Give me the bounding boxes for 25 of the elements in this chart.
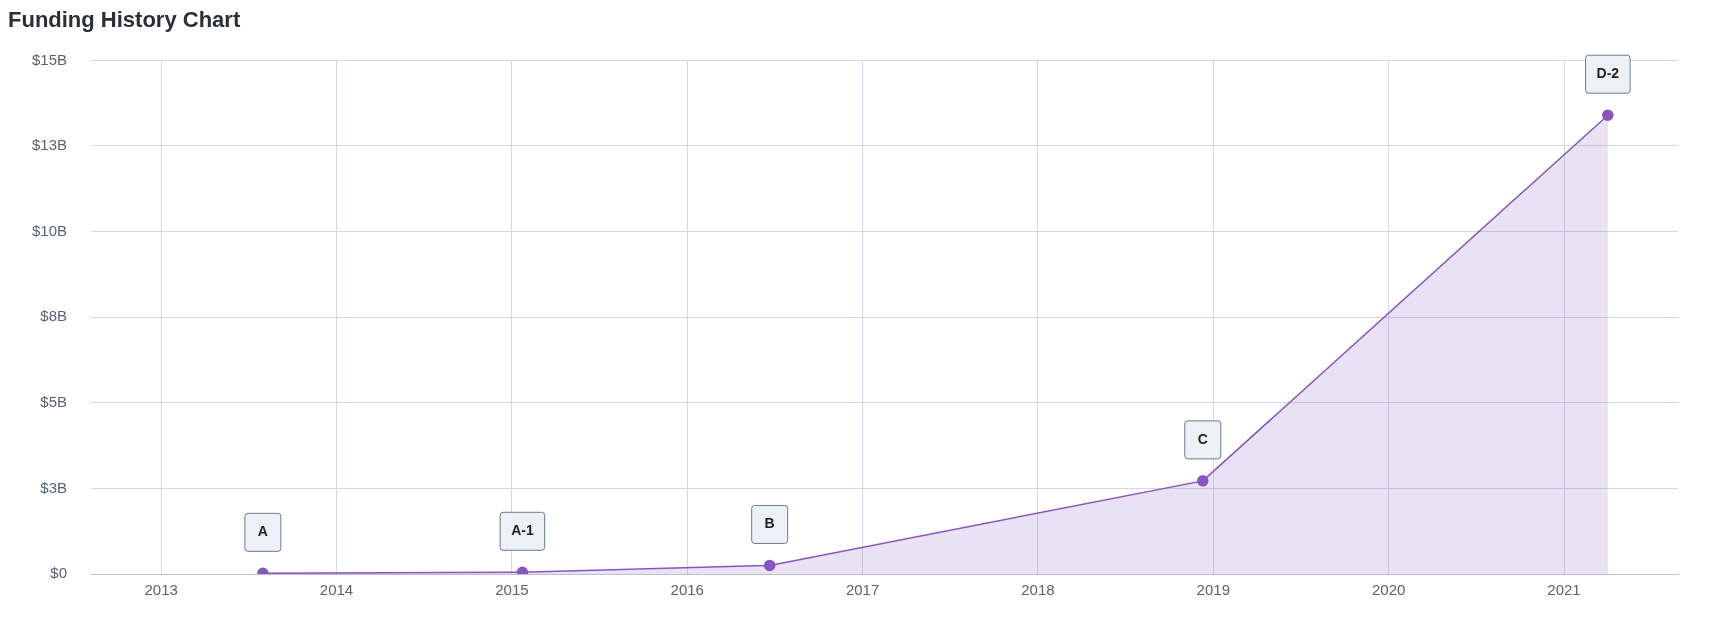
x-tick-label: 2014 — [319, 581, 354, 599]
x-tick-label: 2015 — [495, 581, 529, 599]
x-tick-label: 2021 — [1547, 581, 1581, 599]
annotation: C — [1197, 430, 1208, 447]
x-tick-label: 2018 — [1021, 581, 1055, 599]
annotation: B — [764, 515, 775, 532]
y-tick-label: $10B — [31, 221, 68, 239]
annotation: A — [257, 523, 268, 540]
y-tick-label: $8B — [40, 307, 68, 325]
y-tick-label: $0 — [50, 564, 68, 582]
chart-title: Funding History Chart — [8, 7, 241, 33]
y-tick-label: $15B — [31, 50, 68, 68]
y-tick-label: $5B — [40, 392, 68, 410]
x-tick-label: 2016 — [670, 581, 704, 599]
x-tick-label: 2017 — [845, 581, 880, 599]
x-tick-label: 2019 — [1196, 581, 1230, 599]
point — [1197, 475, 1209, 487]
y-tick-label: $3B — [40, 478, 68, 496]
point — [1602, 109, 1614, 121]
annotation: D-2 — [1596, 65, 1620, 82]
annotation: A-1 — [511, 522, 534, 539]
x-tick-label: 2020 — [1371, 581, 1406, 599]
y-tick-label: $13B — [31, 136, 68, 154]
x-tick-label: 2013 — [144, 581, 178, 599]
point — [763, 559, 776, 572]
